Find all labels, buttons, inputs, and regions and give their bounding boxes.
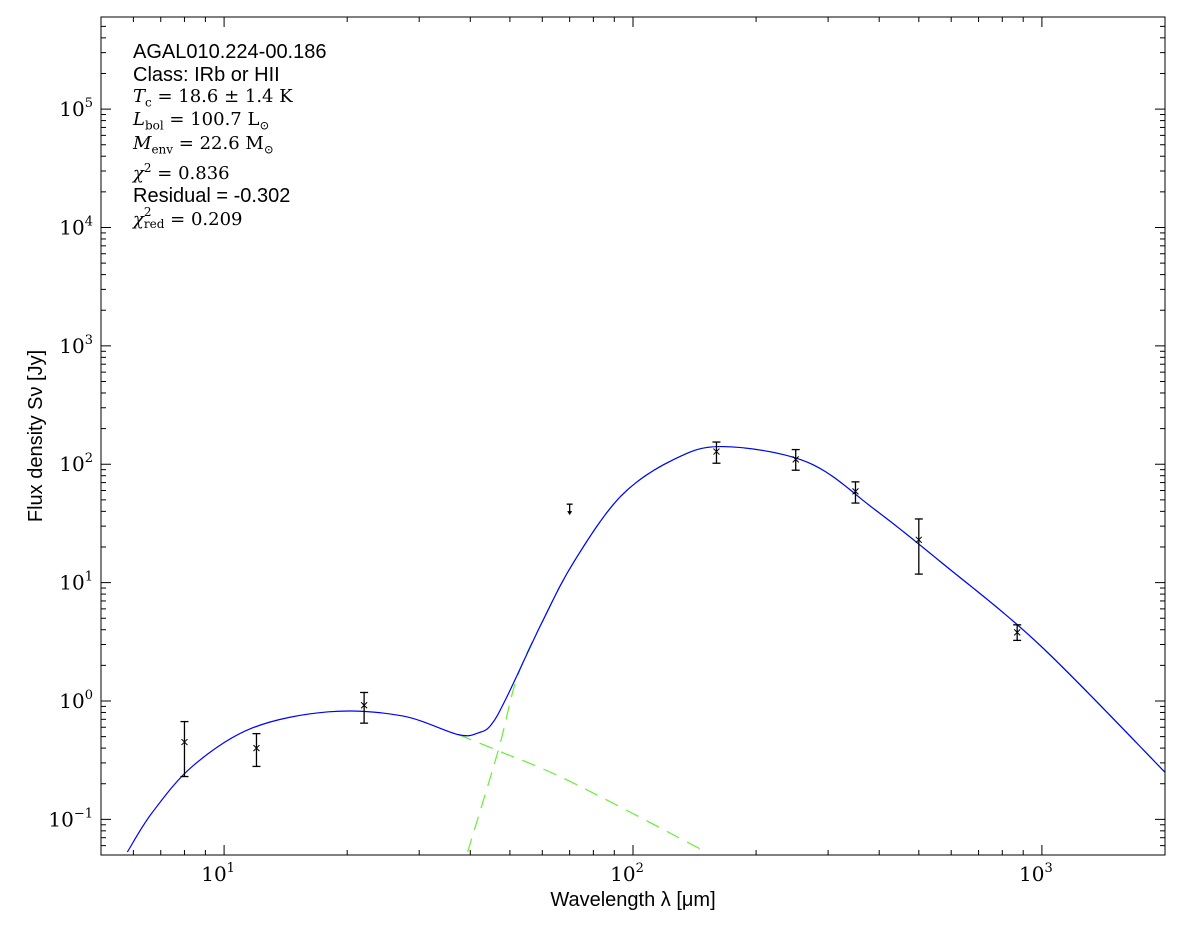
data-point xyxy=(180,720,189,778)
y-tick-label-base: 10 xyxy=(59,452,84,476)
x-tick-label: 101 xyxy=(201,861,235,886)
y-tick-label-base: 10 xyxy=(59,689,84,713)
y-tick-label: 100 xyxy=(59,688,93,713)
annotation-chi2-red: χ 2 red = 0.209 xyxy=(133,205,243,231)
data-point xyxy=(712,441,721,464)
data-point xyxy=(914,518,923,575)
y-tick-label-exponent: 2 xyxy=(85,451,93,466)
model-curves xyxy=(126,445,1165,853)
y-tick-label-exponent: 0 xyxy=(85,688,93,703)
y-tick-label-base: 10 xyxy=(59,571,84,595)
y-tick-label-exponent: 4 xyxy=(85,214,93,229)
y-tick-label-exponent: −1 xyxy=(74,806,93,821)
y-tick-label-exponent: 1 xyxy=(85,570,93,585)
y-tick-label-base: 10 xyxy=(48,807,73,831)
data-marker xyxy=(360,701,368,709)
data-marker xyxy=(181,738,188,746)
total-model-curve xyxy=(126,445,1165,853)
y-tick-label-exponent: 5 xyxy=(85,96,93,111)
y-tick-label: 104 xyxy=(59,214,93,239)
y-tick-label-base: 10 xyxy=(59,97,84,121)
y-tick-label: 105 xyxy=(59,96,93,121)
x-tick-label-exponent: 2 xyxy=(636,861,644,876)
cold-component-curve xyxy=(467,445,1165,853)
x-tick-label-exponent: 1 xyxy=(227,861,235,876)
annotation-menv: Menv = 22.6 M⊙ xyxy=(133,133,274,157)
data-points xyxy=(180,441,1022,778)
data-point xyxy=(360,691,369,724)
x-tick-label: 102 xyxy=(610,861,644,886)
data-marker xyxy=(852,488,859,495)
annotation-residual: Residual = -0.302 xyxy=(133,185,291,207)
y-tick-label: 10−1 xyxy=(48,806,93,831)
data-marker xyxy=(1013,629,1021,636)
data-marker xyxy=(792,455,800,463)
annotation-class: Class: IRb or HII xyxy=(133,64,280,86)
y-tick-label: 103 xyxy=(59,333,93,358)
annotation-lbol: Lbol = 100.7 L⊙ xyxy=(133,109,270,133)
x-tick-label-exponent: 3 xyxy=(1044,861,1052,876)
data-marker xyxy=(713,448,720,455)
y-tick-label-base: 10 xyxy=(59,334,84,358)
upper-limit-arrow xyxy=(567,511,573,516)
annotation-source: AGAL010.224-00.186 xyxy=(133,41,327,63)
plot-frame xyxy=(100,16,1166,856)
y-tick-label: 102 xyxy=(59,451,93,476)
data-point xyxy=(252,732,261,768)
warm-component-curve xyxy=(458,734,707,853)
data-marker xyxy=(915,536,923,544)
data-point xyxy=(1013,624,1022,642)
y-tick-label-base: 10 xyxy=(59,215,84,239)
y-tick-label-exponent: 3 xyxy=(85,333,93,348)
y-axis-label: Flux density Sν [Jy] xyxy=(25,350,47,522)
data-marker xyxy=(253,744,260,752)
annotation-chi2: χ2 = 0.836 xyxy=(133,161,230,184)
data-point xyxy=(851,481,860,504)
y-tick-label: 101 xyxy=(59,570,93,595)
axis-ticks xyxy=(100,16,1166,856)
upper-limit xyxy=(566,503,573,516)
x-axis-label: Wavelength λ [μm] xyxy=(550,889,715,911)
data-point xyxy=(791,448,800,471)
annotation-tc: Tc = 18.6 ± 1.4 K xyxy=(133,86,293,110)
x-tick-label: 103 xyxy=(1019,861,1053,886)
